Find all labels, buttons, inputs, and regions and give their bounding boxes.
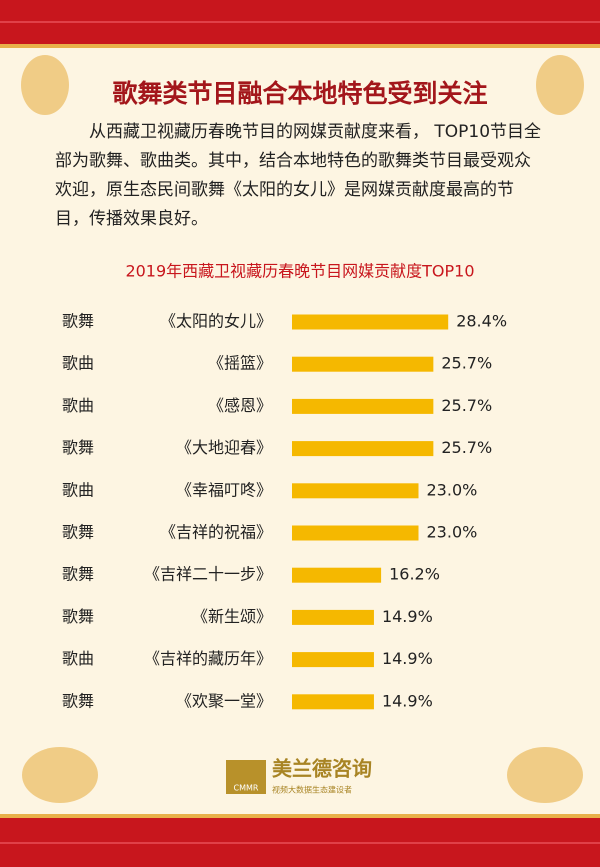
bar xyxy=(292,441,434,457)
value-label: 16.2% xyxy=(389,565,440,584)
bar xyxy=(292,567,382,583)
border-pattern xyxy=(0,21,600,844)
category-label: 《大地迎春》 xyxy=(176,438,272,457)
value-label: 23.0% xyxy=(427,523,478,542)
brand-name: 美兰德咨询 xyxy=(272,757,372,781)
bar xyxy=(292,398,434,414)
category-label: 《吉祥的祝福》 xyxy=(160,523,272,542)
bar xyxy=(292,356,434,372)
value-label: 14.9% xyxy=(382,607,433,626)
logo-letters: CMMR xyxy=(234,784,259,793)
page-title: 歌舞类节目融合本地特色受到关注 xyxy=(112,79,487,108)
genre-label: 歌曲 xyxy=(62,354,94,373)
category-label: 《摇篮》 xyxy=(208,354,272,373)
value-label: 25.7% xyxy=(441,354,492,373)
category-label: 《新生颂》 xyxy=(192,607,272,626)
value-label: 28.4% xyxy=(456,312,507,331)
category-label: 《吉祥二十一步》 xyxy=(144,565,272,584)
genre-label: 歌舞 xyxy=(62,438,94,457)
genre-label: 歌舞 xyxy=(62,312,94,331)
genre-label: 歌曲 xyxy=(62,480,94,499)
genre-label: 歌舞 xyxy=(62,565,94,584)
chart-title: 2019年西藏卫视藏历春晚节目网媒贡献度TOP10 xyxy=(125,262,474,281)
category-label: 《欢聚一堂》 xyxy=(176,691,272,710)
logo-mark xyxy=(226,760,266,794)
category-label: 《感恩》 xyxy=(208,396,272,415)
category-label: 《太阳的女儿》 xyxy=(160,312,272,331)
bottom-trim xyxy=(0,814,600,818)
genre-label: 歌舞 xyxy=(62,523,94,542)
value-label: 25.7% xyxy=(441,396,492,415)
value-label: 25.7% xyxy=(441,438,492,457)
paragraph: 从西藏卫视藏历春晚节目的网媒贡献度来看， TOP10节目全部为歌舞、歌曲类。其中… xyxy=(55,122,542,229)
brand-slogan: 视频大数据生态建设者 xyxy=(272,785,352,795)
value-label: 23.0% xyxy=(427,480,478,499)
value-label: 14.9% xyxy=(382,649,433,668)
bar xyxy=(292,525,419,541)
bar xyxy=(292,483,419,499)
category-label: 《吉祥的藏历年》 xyxy=(144,649,272,668)
genre-label: 歌曲 xyxy=(62,649,94,668)
bar xyxy=(292,652,374,668)
category-label: 《幸福叮咚》 xyxy=(176,480,272,499)
bar xyxy=(292,609,374,625)
genre-label: 歌舞 xyxy=(62,691,94,710)
top-trim xyxy=(0,44,600,48)
genre-label: 歌舞 xyxy=(62,607,94,626)
lanterns xyxy=(21,55,584,803)
bar xyxy=(292,694,374,710)
genre-label: 歌曲 xyxy=(62,396,94,415)
value-label: 14.9% xyxy=(382,691,433,710)
bar xyxy=(292,314,449,330)
